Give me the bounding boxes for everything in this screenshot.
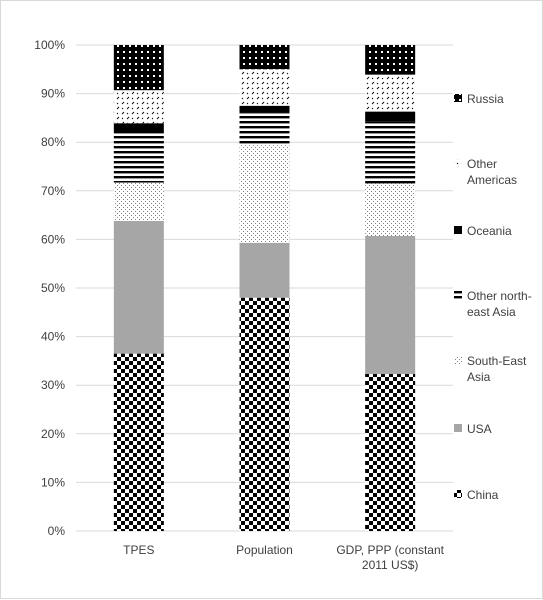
bar-segment-china bbox=[113, 353, 164, 531]
bar-segment-oceania bbox=[239, 105, 290, 113]
bar-segment-usa bbox=[365, 235, 416, 375]
bar-segment-china bbox=[239, 297, 290, 531]
legend-label: east Asia bbox=[467, 305, 516, 319]
bar-segment-other-north-east-asia bbox=[239, 112, 290, 146]
legend-entry-oceania: Oceania bbox=[454, 224, 512, 238]
legend-entry-other-north-east-asia: Other north-east Asia bbox=[454, 289, 532, 319]
legend-label: Other north- bbox=[467, 289, 532, 303]
y-tick-label: 60% bbox=[41, 232, 65, 246]
bar-segment-other-north-east-asia bbox=[365, 121, 416, 184]
legend-entry-south-east-asia: South-East Asia bbox=[454, 354, 527, 384]
bar-segment-russia bbox=[239, 45, 290, 70]
bars bbox=[113, 45, 416, 531]
y-tick-label: 90% bbox=[41, 87, 65, 101]
y-tick-label: 10% bbox=[41, 475, 65, 489]
bar-segment-russia bbox=[113, 45, 164, 91]
bar-segment-usa bbox=[113, 220, 164, 354]
bar-segment-south-east-asia bbox=[239, 145, 290, 243]
legend-label: Oceania bbox=[467, 224, 512, 238]
y-tick-label: 70% bbox=[41, 184, 65, 198]
y-axis-tick-labels: 0% 10% 20% 30% 40% 50% 60% 70% 80% 90% 100% bbox=[34, 38, 65, 538]
legend-swatch bbox=[454, 291, 462, 299]
legend-label: South-East bbox=[467, 354, 527, 368]
legend-swatch bbox=[454, 490, 462, 498]
bar-segment-other-north-east-asia bbox=[113, 131, 164, 183]
y-tick-label: 50% bbox=[41, 281, 65, 295]
legend-entry-russia: Russia bbox=[454, 92, 504, 106]
legend-entry-china: China bbox=[454, 488, 499, 502]
y-tick-label: 30% bbox=[41, 378, 65, 392]
bar-segment-oceania bbox=[365, 111, 416, 122]
legend-label: USA bbox=[467, 422, 492, 436]
legend-swatch bbox=[454, 159, 462, 167]
y-tick-label: 80% bbox=[41, 135, 65, 149]
bar-segment-other-americas bbox=[239, 69, 290, 106]
legend-swatch bbox=[454, 424, 462, 432]
bar-segment-oceania bbox=[113, 123, 164, 132]
x-tick-label: TPES bbox=[123, 543, 154, 557]
bar-segment-other-americas bbox=[365, 74, 416, 112]
x-tick-label: 2011 US$) bbox=[362, 558, 418, 572]
legend: China USA South-East Asia Other north-east A… bbox=[454, 92, 532, 502]
bar-segment-usa bbox=[239, 242, 290, 298]
y-tick-label: 100% bbox=[34, 38, 65, 52]
y-tick-label: 40% bbox=[41, 330, 65, 344]
bar-segment-south-east-asia bbox=[113, 182, 164, 221]
y-tick-label: 0% bbox=[48, 524, 66, 538]
legend-label: Other bbox=[467, 157, 497, 171]
legend-swatch bbox=[454, 94, 462, 102]
y-tick-label: 20% bbox=[41, 427, 65, 441]
x-tick-label: Population bbox=[236, 543, 293, 557]
legend-entry-usa: USA bbox=[454, 422, 492, 436]
legend-swatch bbox=[454, 226, 462, 234]
legend-label: Russia bbox=[467, 92, 504, 106]
legend-entry-other-americas: Other Americas bbox=[454, 157, 517, 187]
legend-swatch bbox=[454, 356, 462, 364]
legend-label: China bbox=[467, 488, 499, 502]
legend-label: Asia bbox=[467, 370, 491, 384]
bar-segment-russia bbox=[365, 45, 416, 75]
bar-segment-other-americas bbox=[113, 90, 164, 124]
x-tick-label: GDP, PPP (constant bbox=[336, 543, 444, 557]
legend-label: Americas bbox=[467, 173, 517, 187]
bar-segment-south-east-asia bbox=[365, 183, 416, 236]
bar-segment-china bbox=[365, 374, 416, 531]
